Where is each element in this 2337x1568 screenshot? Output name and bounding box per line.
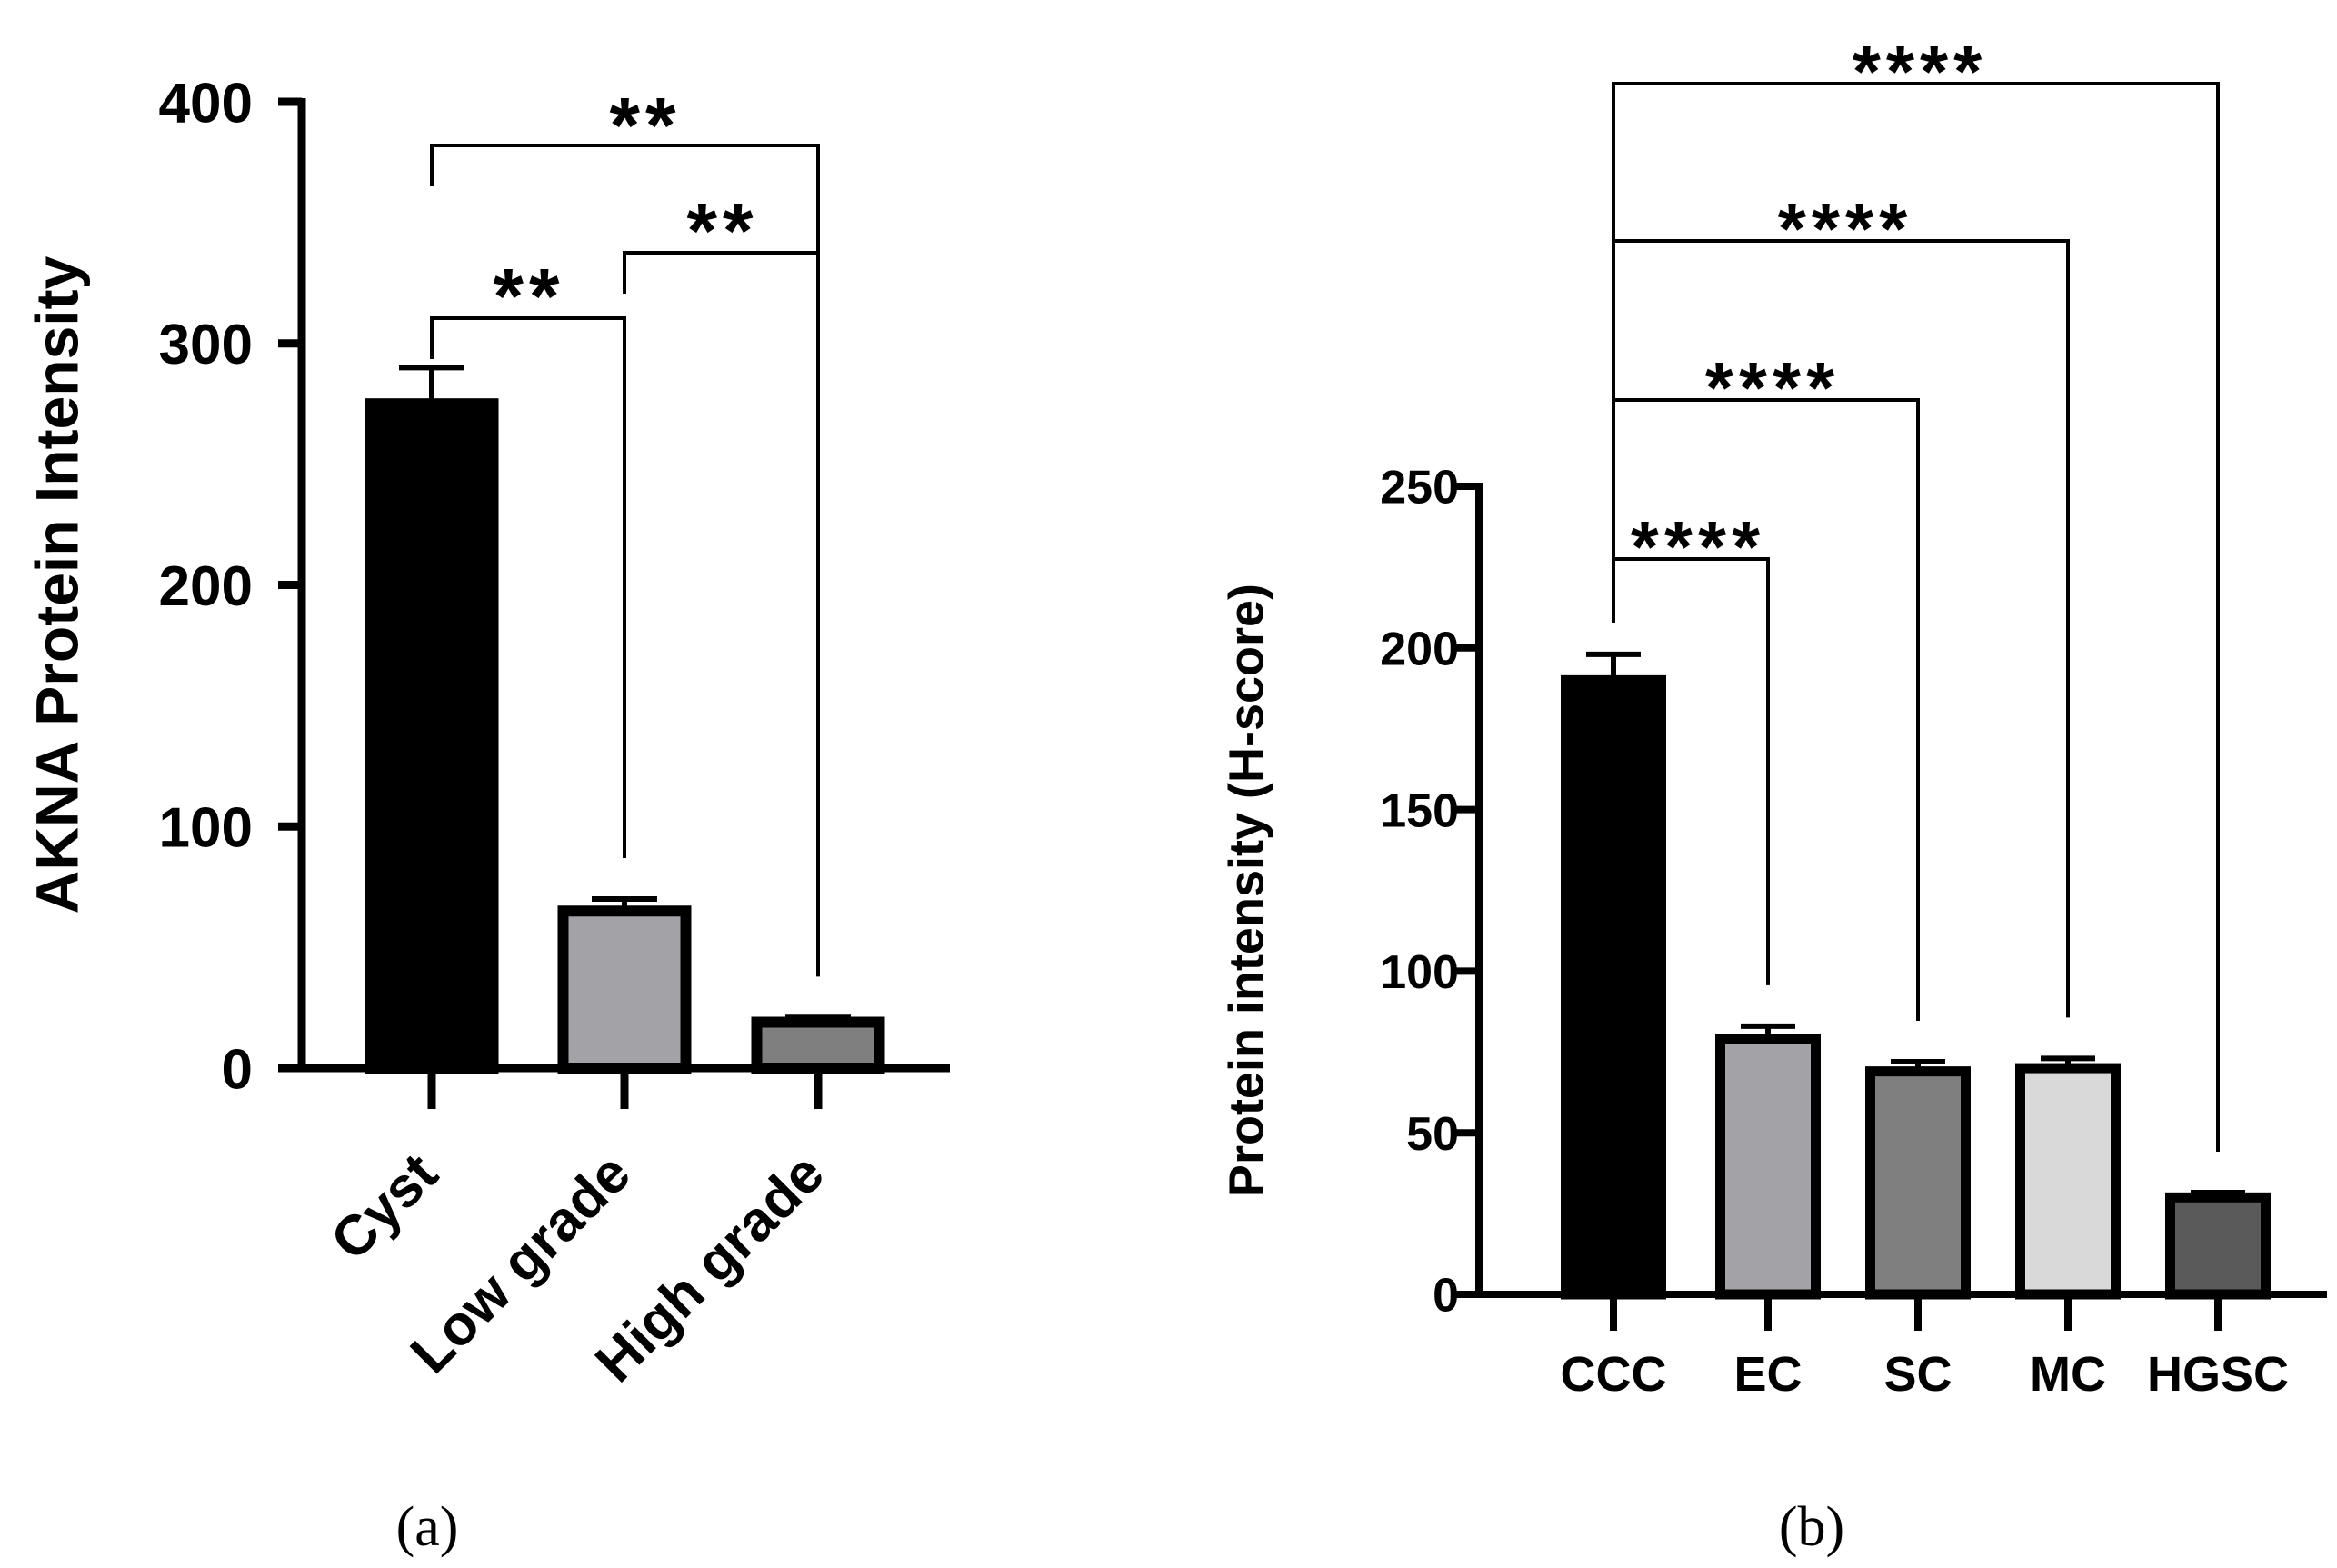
significance-stars: **** <box>1705 347 1841 428</box>
y-tick-label: 250 <box>1380 462 1459 514</box>
y-tick-label: 0 <box>222 1038 253 1101</box>
significance-stars: ** <box>610 82 682 169</box>
significance-bracket <box>1612 82 2220 1152</box>
bar-ec <box>1715 1034 1821 1300</box>
panel-b-chart: 0 50 100 150 200 250 CCC EC SC MC HGSC Protein inte… <box>1219 31 2327 1558</box>
x-category-label: EC <box>1733 1347 1802 1402</box>
significance-stars: **** <box>1853 31 1988 112</box>
significance-bracket <box>1612 398 1920 1021</box>
bar-mc <box>2015 1063 2121 1300</box>
bracket-gap <box>573 245 618 264</box>
significance-stars: **** <box>1778 188 1913 269</box>
bar-high-grade <box>751 1016 885 1074</box>
x-category-label: CCC <box>1561 1347 1667 1402</box>
significance-bracket <box>623 251 820 977</box>
y-tick-label: 0 <box>1433 1270 1459 1323</box>
y-tick-label: 200 <box>1380 624 1459 676</box>
significance-bracket <box>1612 557 1770 985</box>
x-category-label: Cyst <box>319 1142 450 1273</box>
bar-ccc <box>1561 674 1666 1300</box>
y-tick-label: 300 <box>159 314 253 376</box>
x-category-label: HGSC <box>2147 1347 2289 1402</box>
panel-label: (b) <box>1779 1496 1844 1558</box>
y-tick-label: 200 <box>159 555 253 618</box>
y-tick-label: 50 <box>1406 1108 1459 1161</box>
y-tick-label: 150 <box>1380 784 1459 837</box>
y-tick-label: 100 <box>159 797 253 860</box>
significance-bracket <box>430 316 626 858</box>
bar-sc <box>1865 1066 1971 1300</box>
panel-label: (a) <box>396 1496 459 1558</box>
x-category-label: MC <box>2030 1347 2106 1402</box>
y-tick-label: 400 <box>159 72 253 135</box>
x-category-label: SC <box>1883 1347 1952 1402</box>
significance-stars: **** <box>1631 506 1766 587</box>
y-tick-label: 100 <box>1380 946 1459 999</box>
bar-cyst <box>365 398 499 1074</box>
significance-stars: ** <box>687 187 759 275</box>
significance-stars: ** <box>494 253 565 340</box>
bar-low-grade <box>557 905 692 1074</box>
y-axis-title: Protein intensity (H-score) <box>1219 584 1273 1197</box>
bar-hgsc <box>2165 1192 2271 1300</box>
y-axis-title: AKNA Protein Intensity <box>23 255 90 914</box>
significance-bracket <box>1612 239 2070 1018</box>
